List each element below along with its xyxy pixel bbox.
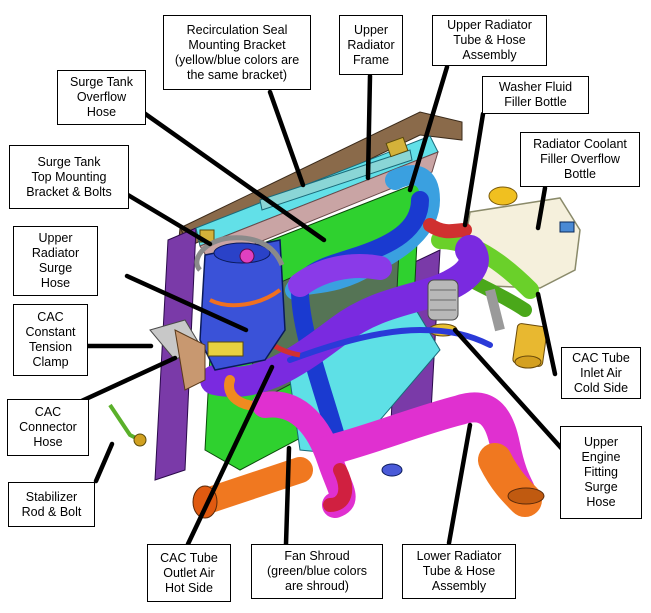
label-cac-tube-outlet: CAC Tube Outlet Air Hot Side	[147, 544, 231, 602]
cac-purple-bend	[288, 254, 392, 297]
label-upper-radiator-tube: Upper Radiator Tube & Hose Assembly	[432, 15, 547, 66]
stabilizer-bolt	[133, 433, 147, 447]
stabilizer-rod	[108, 403, 141, 442]
red-hose	[423, 218, 472, 239]
cac-inlet-tube	[485, 288, 548, 369]
lower-radiator-outlet	[507, 487, 545, 505]
label-recirculation-seal: Recirculation Seal Mounting Bracket (yel…	[163, 15, 311, 90]
cac-clamp	[149, 319, 206, 391]
upper-engine-fitting-hose	[287, 326, 493, 363]
surge-tank	[194, 235, 286, 371]
label-fan-shroud: Fan Shroud (green/blue colors are shroud…	[251, 544, 383, 599]
label-cac-tube-inlet: CAC Tube Inlet Air Cold Side	[561, 347, 641, 399]
label-lower-radiator-tube: Lower Radiator Tube & Hose Assembly	[402, 544, 516, 599]
label-stabilizer-rod: Stabilizer Rod & Bolt	[8, 482, 95, 527]
label-cac-connector-hose: CAC Connector Hose	[7, 399, 89, 456]
label-surge-tank-overflow: Surge Tank Overflow Hose	[57, 70, 146, 125]
label-upper-radiator-surge: Upper Radiator Surge Hose	[13, 226, 98, 296]
label-upper-engine-fitting: Upper Engine Fitting Surge Hose	[560, 426, 642, 519]
label-upper-radiator-frame: Upper Radiator Frame	[339, 15, 403, 75]
red-lower-hose	[323, 463, 353, 512]
leader-lines	[72, 64, 566, 547]
label-radiator-coolant-overflow: Radiator Coolant Filler Overflow Bottle	[520, 132, 640, 187]
lower-clamp	[381, 463, 403, 477]
orange-hose-lower	[197, 457, 313, 513]
label-cac-constant-tension-clamp: CAC Constant Tension Clamp	[13, 304, 88, 376]
label-washer-fluid: Washer Fluid Filler Bottle	[482, 76, 589, 114]
label-surge-tank-top-bracket: Surge Tank Top Mounting Bracket & Bolts	[9, 145, 129, 209]
